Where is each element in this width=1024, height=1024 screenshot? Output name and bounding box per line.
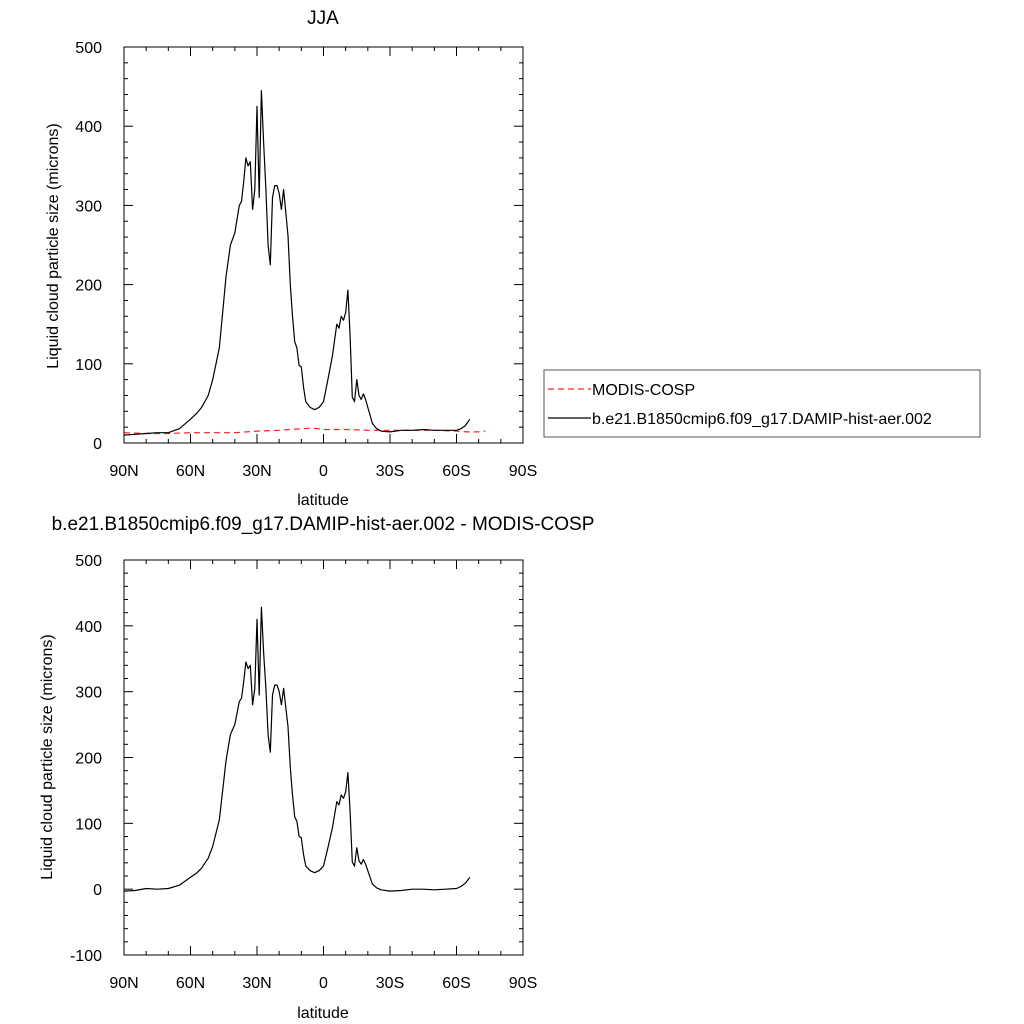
bottom-x-tick-label: 90N: [109, 975, 138, 992]
top-x-tick-label: 30N: [242, 463, 271, 480]
bottom-y-tick-label: 500: [75, 553, 102, 570]
top-chart-panel: JJA latitude Liquid cloud particle size …: [45, 8, 537, 509]
top-y-tick-label: 400: [75, 119, 102, 136]
bottom-chart-title: b.e21.B1850cmip6.f09_g17.DAMIP-hist-aer.…: [52, 514, 595, 535]
bottom-series-group: [123, 606, 471, 892]
top-x-tick-label: 30S: [376, 463, 404, 480]
top-x-axis-label: latitude: [297, 492, 349, 509]
top-x-tick-label: 0: [319, 463, 328, 480]
legend-modis-label: MODIS-COSP: [592, 382, 695, 399]
top-y-tick-label: 200: [75, 278, 102, 295]
top-plot-frame: [123, 46, 524, 444]
bottom-series-line-model: [123, 606, 471, 892]
bottom-plot-frame: [123, 559, 524, 956]
bottom-x-tick-label: 0: [319, 975, 328, 992]
bottom-x-tick-label: 90S: [509, 975, 537, 992]
bottom-x-tick-label: 30N: [242, 975, 271, 992]
top-y-tick-label: 300: [75, 198, 102, 215]
bottom-y-tick-label: -100: [70, 948, 102, 965]
top-x-tick-label: 60S: [442, 463, 470, 480]
legend-model-label: b.e21.B1850cmip6.f09_g17.DAMIP-hist-aer.…: [592, 411, 932, 428]
top-series-line-modis-cosp: [123, 427, 486, 435]
top-axis-ticks: 90N 60N 30N 0 30S 60S 90S 0 100 200 300 400 500: [75, 40, 537, 480]
bottom-y-tick-label: 200: [75, 751, 102, 768]
bottom-y-axis-label: Liquid cloud particle size (microns): [39, 634, 56, 879]
bottom-x-tick-label: 30S: [376, 975, 404, 992]
legend: MODIS-COSP b.e21.B1850cmip6.f09_g17.DAMI…: [543, 369, 981, 438]
top-series-line-model: [123, 89, 471, 436]
legend-box: [543, 369, 981, 438]
bottom-y-tick-label: 0: [93, 882, 102, 899]
bottom-x-axis-label: latitude: [297, 1005, 349, 1022]
bottom-chart-panel: b.e21.B1850cmip6.f09_g17.DAMIP-hist-aer.…: [39, 514, 594, 1022]
bottom-axis-ticks: 90N 60N 30N 0 30S 60S 90S -100 0 100 200 300 400 500: [70, 553, 537, 992]
top-y-tick-label: 0: [93, 436, 102, 453]
bottom-x-tick-label: 60N: [176, 975, 205, 992]
top-x-tick-label: 60N: [176, 463, 205, 480]
bottom-y-tick-label: 300: [75, 685, 102, 702]
top-series-group: [123, 89, 486, 436]
top-chart-title: JJA: [307, 8, 339, 29]
top-y-tick-label: 500: [75, 40, 102, 57]
bottom-y-tick-label: 100: [75, 816, 102, 833]
top-x-tick-label: 90N: [109, 463, 138, 480]
top-y-tick-label: 100: [75, 357, 102, 374]
bottom-x-tick-label: 60S: [442, 975, 470, 992]
bottom-y-tick-label: 400: [75, 619, 102, 636]
top-y-axis-label: Liquid cloud particle size (microns): [45, 123, 62, 368]
top-x-tick-label: 90S: [509, 463, 537, 480]
